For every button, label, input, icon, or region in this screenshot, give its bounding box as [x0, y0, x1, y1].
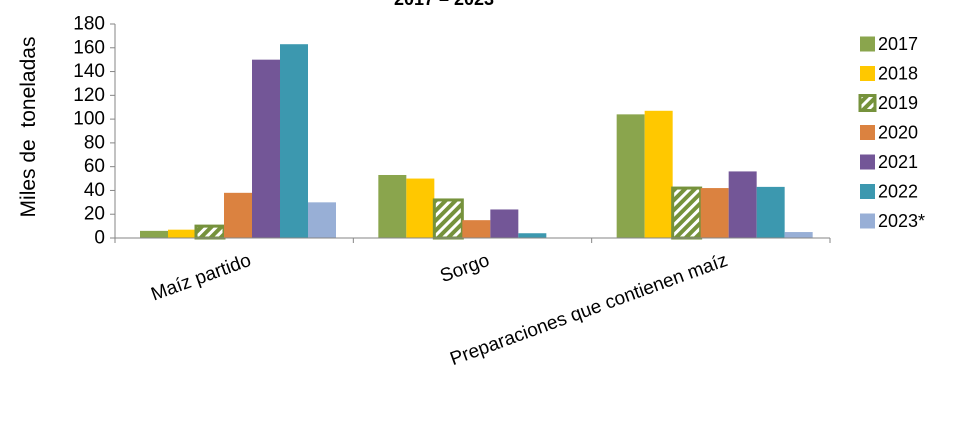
- y-tick-label: 40: [84, 180, 105, 201]
- legend-swatch: [860, 66, 875, 81]
- y-tick-label: 140: [73, 61, 105, 82]
- y-tick-label: 20: [84, 204, 105, 225]
- y-tick-label: 120: [73, 85, 105, 106]
- y-axis-label: Miles de toneladas: [17, 37, 40, 218]
- legend-swatch: [860, 213, 875, 229]
- bar-2017-0: [140, 230, 168, 238]
- y-tick-label: 180: [73, 14, 105, 35]
- bar-2021-1: [490, 209, 519, 238]
- bar-2022-1: [518, 233, 547, 238]
- chart-title: 2017 – 2023: [394, 0, 494, 9]
- y-tick-label: 100: [73, 109, 105, 130]
- bar-2023-2: [784, 232, 813, 238]
- y-tick-label: 60: [84, 156, 105, 177]
- x-tick-label: Maíz partido: [148, 250, 253, 305]
- legend-swatch: [860, 184, 875, 199]
- y-tick-label: 80: [84, 132, 105, 153]
- bar-2022-2: [756, 186, 785, 238]
- legend-label: 2017: [878, 34, 918, 54]
- bar-series: [114, 44, 831, 243]
- legend-swatch: [860, 125, 875, 140]
- legend-swatch: [860, 36, 875, 52]
- bar-2023-0: [308, 202, 336, 238]
- bar-2019-1: [432, 198, 464, 240]
- bar-2018-2: [644, 110, 673, 238]
- legend-label: 2023*: [878, 211, 925, 231]
- bar-2021-0: [252, 59, 280, 238]
- legend-swatch: [858, 94, 877, 112]
- legend-swatch: [860, 154, 875, 170]
- y-tick-label: 160: [73, 37, 105, 58]
- legend-label: 2022: [878, 182, 918, 202]
- bar-2022-0: [280, 44, 308, 238]
- legend-label: 2021: [878, 152, 918, 172]
- legend-label: 2018: [878, 64, 918, 84]
- legend-label: 2020: [878, 123, 918, 143]
- bar-2020-0: [224, 192, 252, 238]
- bar-2019-2: [671, 186, 703, 240]
- bar-2017-2: [616, 114, 645, 238]
- legend-label: 2019: [878, 93, 918, 113]
- legend: 2017 2018 2019 2020 2021 2022 2023*: [858, 34, 925, 231]
- bar-2018-0: [168, 229, 196, 238]
- bar-2020-2: [700, 188, 729, 238]
- x-tick-label: Sorgo: [437, 250, 492, 287]
- bar-2020-1: [462, 220, 491, 238]
- bar-2021-2: [728, 171, 757, 238]
- bar-2019-0: [194, 224, 226, 240]
- bar-2017-1: [378, 174, 407, 238]
- y-tick-label: 0: [94, 228, 105, 249]
- bar-2018-1: [406, 178, 435, 238]
